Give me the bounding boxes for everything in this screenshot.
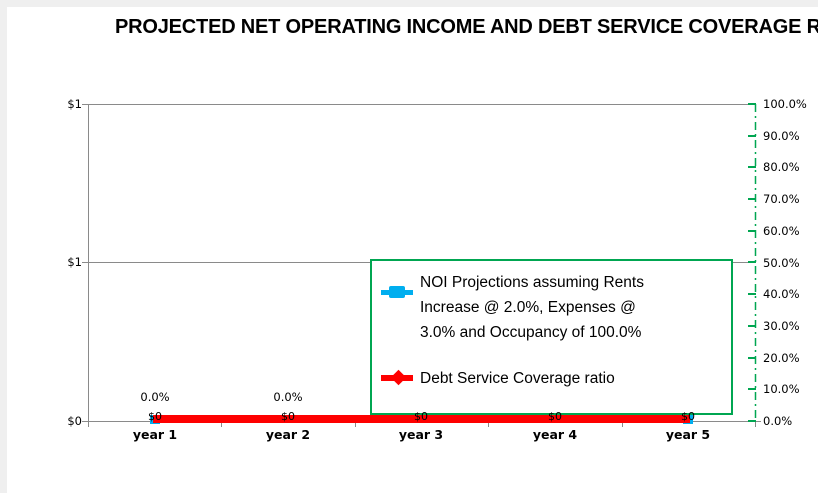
secondary-axis-label: 60.0% xyxy=(763,224,800,238)
legend-label-line: NOI Projections assuming Rents xyxy=(420,274,644,291)
x-axis-label: year 3 xyxy=(398,427,444,442)
primary-axis-tick xyxy=(82,262,88,263)
secondary-y-axis-line xyxy=(754,104,757,422)
secondary-axis-label: 40.0% xyxy=(763,287,800,301)
secondary-axis-tick xyxy=(748,357,756,359)
primary-axis-tick xyxy=(82,421,88,422)
category-tick xyxy=(355,421,356,427)
primary-y-axis-line xyxy=(88,104,89,422)
chart-title: PROJECTED NET OPERATING INCOME AND DEBT … xyxy=(115,16,818,38)
data-label-noi: $0 xyxy=(148,410,162,423)
category-tick xyxy=(488,421,489,427)
secondary-axis-tick xyxy=(748,388,756,390)
data-label-dscr: 0.0% xyxy=(273,390,303,404)
secondary-axis-tick xyxy=(748,230,756,232)
secondary-axis-label: 90.0% xyxy=(763,129,800,143)
secondary-axis-tick xyxy=(748,420,756,422)
category-tick xyxy=(755,421,756,427)
data-label-noi: $0 xyxy=(681,410,695,423)
legend-label-line: 3.0% and Occupancy of 100.0% xyxy=(420,324,642,341)
noi-series-marker-icon xyxy=(389,286,405,298)
category-tick xyxy=(622,421,623,427)
primary-axis-label: $1 xyxy=(67,255,82,269)
x-axis-label: year 4 xyxy=(532,427,578,442)
dscr-series-line[interactable] xyxy=(153,415,690,423)
secondary-axis-tick xyxy=(748,293,756,295)
secondary-axis-tick xyxy=(748,166,756,168)
legend-label-line: Increase @ 2.0%, Expenses @ xyxy=(420,299,636,316)
gridline-top xyxy=(88,104,755,105)
secondary-axis-tick xyxy=(748,198,756,200)
secondary-axis-tick xyxy=(748,325,756,327)
window-frame-left xyxy=(0,0,7,493)
secondary-axis-tick xyxy=(748,135,756,137)
window-frame-top xyxy=(0,0,818,7)
data-label-noi: $0 xyxy=(281,410,295,423)
x-axis-label: year 5 xyxy=(665,427,711,442)
secondary-axis-label: 50.0% xyxy=(763,256,800,270)
x-axis-label: year 2 xyxy=(265,427,311,442)
secondary-axis-label: 20.0% xyxy=(763,351,800,365)
data-label-noi: $0 xyxy=(548,410,562,423)
secondary-axis-label: 70.0% xyxy=(763,192,800,206)
data-label-noi: $0 xyxy=(414,410,428,423)
secondary-axis-tick xyxy=(748,261,756,263)
secondary-axis-label: 10.0% xyxy=(763,382,800,396)
primary-axis-tick xyxy=(82,104,88,105)
legend-box[interactable]: NOI Projections assuming Rents Increase … xyxy=(370,259,733,415)
secondary-axis-label: 80.0% xyxy=(763,160,800,174)
secondary-axis-tick xyxy=(748,103,756,105)
category-tick xyxy=(88,421,89,427)
secondary-axis-label: 0.0% xyxy=(763,414,793,428)
x-axis-label: year 1 xyxy=(132,427,178,442)
dscr-series-marker-icon xyxy=(390,369,407,386)
category-tick xyxy=(221,421,222,427)
primary-axis-label: $1 xyxy=(67,97,82,111)
secondary-axis-label: 100.0% xyxy=(763,97,807,111)
secondary-axis-label: 30.0% xyxy=(763,319,800,333)
primary-axis-label: $0 xyxy=(67,414,82,428)
legend-label: Debt Service Coverage ratio xyxy=(420,370,615,387)
data-label-dscr: 0.0% xyxy=(140,390,170,404)
